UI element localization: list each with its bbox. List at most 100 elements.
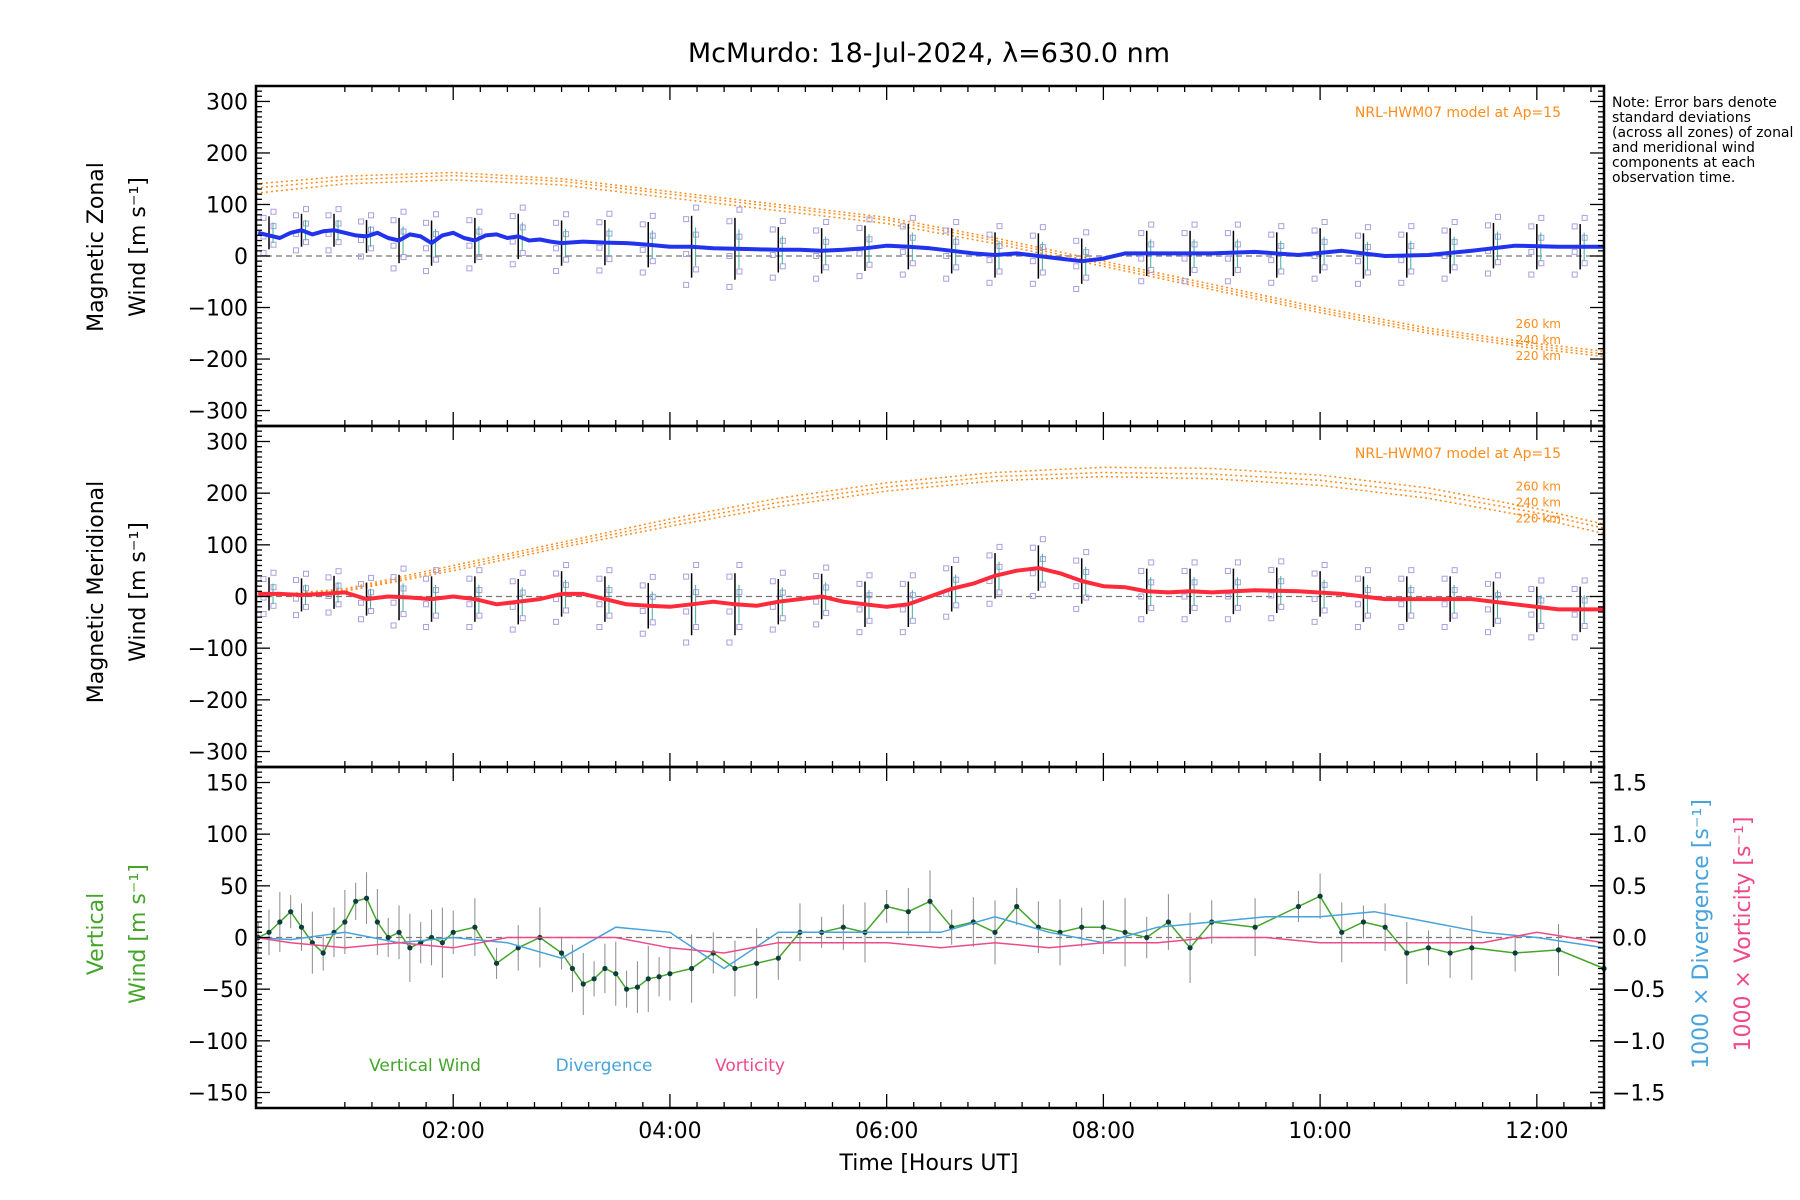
meridional-sample-point bbox=[1408, 567, 1415, 574]
zonal-model-line-1 bbox=[255, 174, 1605, 355]
meridional-sample-point bbox=[1224, 593, 1231, 600]
vertical-wind-point bbox=[472, 924, 478, 930]
zonal-sample-point bbox=[400, 208, 407, 215]
meridional-sample-point bbox=[1484, 606, 1491, 613]
vertical-wind-point bbox=[1252, 924, 1258, 930]
zonal-sample-point bbox=[1354, 280, 1361, 287]
vertical-wind-point bbox=[732, 965, 738, 972]
vorticity-y2label: 1000 × Vorticity [s⁻¹] bbox=[1731, 817, 1756, 1052]
vertical-wind-point bbox=[558, 950, 565, 956]
zonal-sample-point bbox=[1029, 232, 1036, 239]
meridional-y-tick-label: −100 bbox=[188, 637, 248, 662]
zonal-sample-point bbox=[466, 265, 473, 272]
meridional-sample-point bbox=[1138, 616, 1145, 623]
meridional-sample-point bbox=[606, 567, 613, 574]
zonal-sample-point bbox=[649, 212, 656, 219]
meridional-sample-point bbox=[823, 564, 830, 571]
meridional-sample-point bbox=[1311, 570, 1318, 577]
vertical-wind-point bbox=[374, 919, 380, 925]
meridional-sample-point bbox=[1224, 567, 1231, 574]
meridional-sample-point bbox=[639, 630, 646, 637]
zonal-sample-point bbox=[726, 253, 733, 260]
zonal-sample-point bbox=[866, 216, 873, 223]
meridional-sample-point bbox=[1039, 536, 1046, 543]
meridional-sample-point bbox=[553, 618, 560, 625]
zonal-sample-point bbox=[1571, 248, 1578, 255]
meridional-sample-point bbox=[433, 567, 440, 574]
vertical-wind-point bbox=[385, 934, 391, 941]
zonal-sample-point bbox=[856, 273, 863, 280]
zonal-sample-point bbox=[736, 268, 743, 275]
meridional-sample-point bbox=[1441, 575, 1448, 582]
meridional-sample-point bbox=[736, 562, 743, 568]
meridional-sample-point bbox=[596, 624, 603, 630]
meridional-sample-point bbox=[509, 626, 516, 633]
legend-vertical-wind: Vertical Wind bbox=[369, 1056, 481, 1076]
zonal-sample-point bbox=[325, 247, 332, 254]
zonal-sample-point bbox=[1484, 222, 1491, 229]
zonal-sample-point bbox=[986, 231, 993, 238]
zonal-sample-point bbox=[596, 219, 603, 226]
zonal-sample-point bbox=[953, 264, 960, 271]
vertical-wind-point bbox=[754, 960, 760, 966]
zonal-sample-point bbox=[1354, 232, 1361, 239]
zonal-sample-point bbox=[358, 237, 365, 244]
vertical-wind-point bbox=[288, 909, 294, 915]
vertical-wind-point bbox=[634, 984, 641, 990]
vertical-y-tick-label: −50 bbox=[202, 978, 248, 1003]
zonal-sample-point bbox=[909, 260, 916, 267]
zonal-sample-point bbox=[1234, 221, 1241, 228]
zonal-sample-point bbox=[335, 206, 342, 213]
zonal-sample-point bbox=[1181, 278, 1188, 285]
zonal-sample-point bbox=[553, 219, 560, 226]
meridional-sample-point bbox=[1581, 577, 1588, 584]
zonal-sample-point bbox=[1138, 230, 1145, 237]
zonal-sample-point bbox=[1408, 268, 1415, 275]
vorticity-line bbox=[255, 931, 1605, 954]
zonal-sample-point bbox=[779, 263, 786, 270]
meridional-sample-point bbox=[519, 569, 526, 576]
x-tick-label: 12:00 bbox=[1505, 1119, 1568, 1144]
zonal-sample-point bbox=[1528, 248, 1535, 255]
meridional-y-tick-label: 100 bbox=[206, 534, 248, 559]
zonal-sample-point bbox=[1321, 264, 1328, 271]
meridional-sample-point bbox=[358, 616, 365, 623]
meridional-sample-point bbox=[1083, 594, 1090, 601]
vertical-wind-point bbox=[1122, 929, 1128, 935]
zonal-y-tick-label: 200 bbox=[206, 142, 248, 167]
zonal-sample-point bbox=[1581, 214, 1588, 221]
meridional-sample-point bbox=[596, 601, 603, 608]
vertical-panel: −1.5 −1.0 −0.5 0.0 0.5 1.0 1.5 02:00 04:00 06:00 0… bbox=[188, 765, 1665, 1144]
zonal-sample-point bbox=[466, 242, 473, 249]
zonal-sample-point bbox=[1083, 229, 1090, 236]
zonal-sample-point bbox=[1278, 268, 1285, 275]
meridional-sample-point bbox=[1138, 593, 1145, 600]
meridional-sample-point bbox=[1224, 616, 1231, 623]
zonal-sample-point bbox=[368, 212, 375, 219]
meridional-sample-point bbox=[996, 543, 1003, 550]
meridional-sample-point bbox=[1451, 567, 1458, 574]
meridional-sample-point bbox=[1398, 575, 1405, 582]
vertical-wind-point bbox=[1187, 945, 1193, 951]
meridional-y-tick-label: 200 bbox=[206, 482, 248, 507]
zonal-sample-point bbox=[769, 274, 776, 281]
x-tick-label: 08:00 bbox=[1072, 1119, 1135, 1144]
meridional-sample-point bbox=[335, 568, 342, 575]
meridional-sample-point bbox=[1364, 567, 1371, 574]
zonal-sample-point bbox=[866, 261, 873, 268]
meridional-sample-point bbox=[1234, 604, 1241, 611]
zonal-sample-point bbox=[260, 214, 267, 221]
vertical-wind-point bbox=[775, 955, 781, 961]
meridional-sample-point bbox=[476, 612, 483, 619]
meridional-sample-point bbox=[866, 617, 873, 624]
meridional-sample-point bbox=[466, 601, 473, 608]
meridional-sample-point bbox=[943, 565, 950, 572]
zonal-sample-point bbox=[1441, 227, 1448, 234]
meridional-sample-point bbox=[1191, 604, 1198, 611]
zonal-sample-point bbox=[823, 219, 830, 226]
meridional-sample-point bbox=[1321, 607, 1328, 614]
meridional-sample-point bbox=[400, 611, 407, 618]
meridional-model-line-0 bbox=[255, 466, 1605, 598]
meridional-sample-point bbox=[293, 576, 300, 583]
zonal-sample-point bbox=[639, 221, 646, 228]
